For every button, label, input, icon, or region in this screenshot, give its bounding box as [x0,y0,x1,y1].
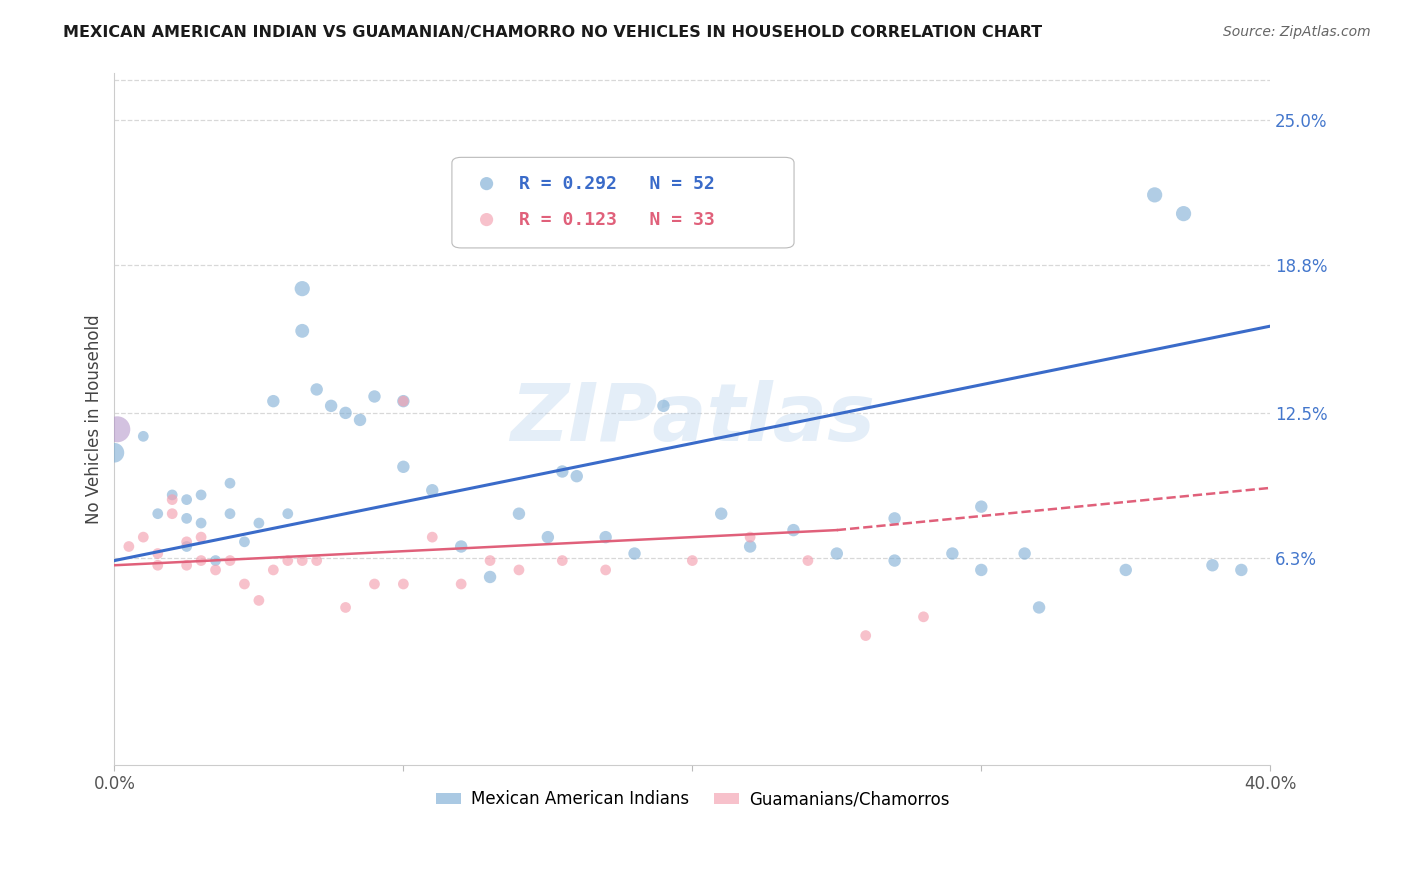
Point [450,540,472,554]
Point [291,282,314,296]
Point [1014,547,1036,561]
Point [652,399,675,413]
Point [825,547,848,561]
Point [233,577,256,591]
Text: ZIPatlas: ZIPatlas [510,380,875,458]
Point [420,483,443,498]
Point [160,507,183,521]
Point [219,476,242,491]
Point [204,553,226,567]
Point [420,530,443,544]
Point [797,553,820,567]
Point [595,530,617,544]
Point [291,553,314,567]
Point [740,530,762,544]
Point [321,399,343,413]
Point [392,459,415,474]
Text: R = 0.123   N = 33: R = 0.123 N = 33 [519,211,714,228]
Point [681,553,703,567]
Point [160,488,183,502]
Point [508,563,530,577]
Point [349,413,371,427]
Point [146,558,169,573]
Point [262,563,284,577]
Point [146,547,169,561]
Point [710,507,733,521]
Point [160,492,183,507]
Point [1115,563,1137,577]
Y-axis label: No Vehicles in Household: No Vehicles in Household [86,314,103,524]
Point [508,507,530,521]
Point [1173,206,1195,220]
Point [782,523,804,537]
Point [392,394,415,409]
Point [623,547,645,561]
Point [363,577,385,591]
Point [118,540,141,554]
Point [176,511,198,525]
Point [392,394,415,409]
Point [190,516,212,530]
Point [190,488,212,502]
Point [479,553,502,567]
Point [912,610,935,624]
Point [103,446,125,460]
Point [132,429,155,443]
Point [247,516,270,530]
Point [132,530,155,544]
Point [204,563,226,577]
Point [262,394,284,409]
Point [681,178,703,193]
Point [233,534,256,549]
Point [247,593,270,607]
Point [291,324,314,338]
Point [740,540,762,554]
Point [970,500,993,514]
Point [219,553,242,567]
Text: R = 0.292   N = 52: R = 0.292 N = 52 [519,175,714,193]
FancyBboxPatch shape [451,157,794,248]
Point [450,577,472,591]
Point [335,600,357,615]
Point [1143,187,1166,202]
Point [176,492,198,507]
Point [565,469,588,483]
Point [190,553,212,567]
Point [883,511,905,525]
Point [305,553,328,567]
Point [855,629,877,643]
Point [176,558,198,573]
Point [551,553,574,567]
Point [595,563,617,577]
Point [479,570,502,584]
Point [190,530,212,544]
Point [176,534,198,549]
Point [551,465,574,479]
Point [363,389,385,403]
Point [941,547,963,561]
Point [146,507,169,521]
Text: MEXICAN AMERICAN INDIAN VS GUAMANIAN/CHAMORRO NO VEHICLES IN HOUSEHOLD CORRELATI: MEXICAN AMERICAN INDIAN VS GUAMANIAN/CHA… [63,25,1042,40]
Point [883,553,905,567]
Point [176,540,198,554]
Point [1201,558,1223,573]
Point [277,507,299,521]
Point [392,577,415,591]
Point [105,422,128,436]
Text: Source: ZipAtlas.com: Source: ZipAtlas.com [1223,25,1371,39]
Point [537,530,560,544]
Point [335,406,357,420]
Legend: Mexican American Indians, Guamanians/Chamorros: Mexican American Indians, Guamanians/Cha… [429,784,956,815]
Point [219,507,242,521]
Point [1028,600,1050,615]
Point [1230,563,1253,577]
Point [305,383,328,397]
Point [970,563,993,577]
Point [277,553,299,567]
